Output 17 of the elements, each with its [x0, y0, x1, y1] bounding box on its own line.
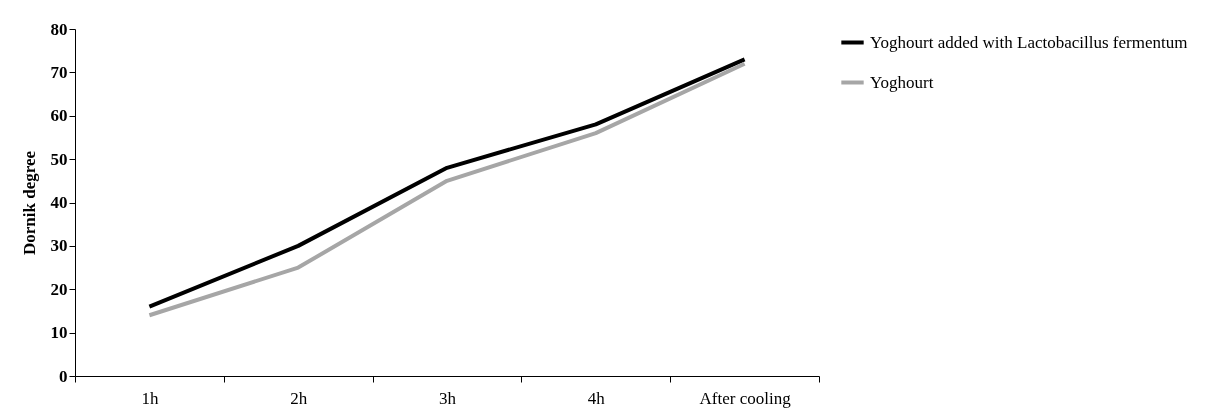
legend-label: Yoghourt: [870, 72, 934, 92]
y-tick-label: 0: [59, 366, 68, 386]
x-tick-label: 4h: [587, 388, 606, 408]
y-axis-title: Dornik degree: [19, 150, 39, 256]
y-tick-label: 40: [50, 193, 68, 212]
y-tick-label: 50: [50, 149, 68, 169]
x-tick-label: 2h: [290, 388, 308, 408]
x-tick-label: After cooling: [699, 388, 792, 408]
y-tick-label: 80: [50, 19, 68, 39]
legend-label: Yoghourt added with Lactobacillus fermentum: [870, 32, 1188, 52]
y-tick-label: 70: [50, 62, 68, 82]
y-tick-label: 20: [50, 279, 68, 299]
x-tick-label: 1h: [141, 388, 159, 408]
y-tick-label: 60: [50, 106, 68, 126]
y-tick-label: 30: [50, 236, 68, 256]
y-tick-label: 10: [50, 323, 68, 343]
x-tick-label: 3h: [439, 388, 457, 408]
